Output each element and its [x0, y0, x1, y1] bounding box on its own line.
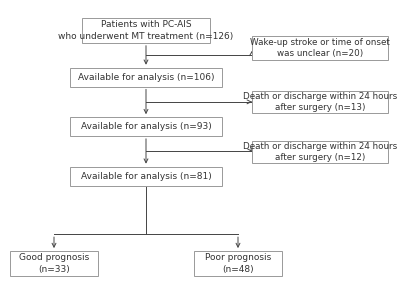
Text: Death or discharge within 24 hours
after surgery (n=12): Death or discharge within 24 hours after…: [243, 142, 397, 162]
Text: Death or discharge within 24 hours
after surgery (n=13): Death or discharge within 24 hours after…: [243, 92, 397, 112]
Text: Wake-up stroke or time of onset
was unclear (n=20): Wake-up stroke or time of onset was uncl…: [250, 38, 390, 58]
FancyBboxPatch shape: [10, 251, 98, 276]
FancyBboxPatch shape: [252, 91, 388, 113]
Text: Available for analysis (n=93): Available for analysis (n=93): [81, 122, 211, 131]
FancyBboxPatch shape: [252, 36, 388, 61]
FancyBboxPatch shape: [252, 141, 388, 163]
Text: Poor prognosis
(n=48): Poor prognosis (n=48): [205, 253, 271, 274]
Text: Available for analysis (n=106): Available for analysis (n=106): [78, 73, 214, 81]
Text: Patients with PC-AIS
who underwent MT treatment (n=126): Patients with PC-AIS who underwent MT tr…: [58, 20, 234, 41]
FancyBboxPatch shape: [70, 68, 222, 87]
FancyBboxPatch shape: [70, 117, 222, 136]
FancyBboxPatch shape: [194, 251, 282, 276]
FancyBboxPatch shape: [70, 166, 222, 186]
Text: Good prognosis
(n=33): Good prognosis (n=33): [19, 253, 89, 274]
Text: Available for analysis (n=81): Available for analysis (n=81): [81, 172, 211, 180]
FancyBboxPatch shape: [82, 18, 210, 43]
